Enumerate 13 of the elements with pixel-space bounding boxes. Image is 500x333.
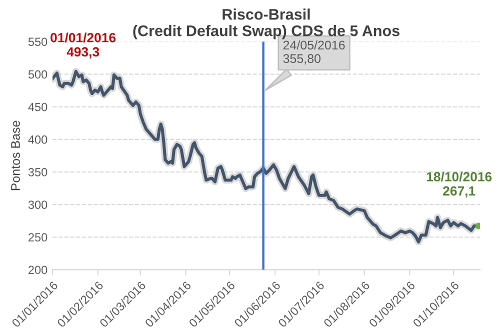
y-tick-label: 300: [28, 200, 48, 209]
y-tick-label: 250: [28, 233, 48, 242]
annotation: 01/01/2016 493,3: [50, 32, 116, 58]
y-tick-label: 350: [28, 168, 48, 176]
y-tick-label: 500: [28, 70, 48, 79]
y-tick-label: 450: [28, 102, 48, 112]
chart-title: Risco-Brasil (Credit Default Swap) CDS de 5 Anos: [133, 8, 400, 40]
ref-line-label: 24/05/2016 355,80: [283, 40, 345, 64]
y-tick-label: 400: [28, 135, 48, 144]
y-tick-label: 550: [28, 38, 48, 46]
annotation: 18/10/2016 267,1: [426, 172, 492, 198]
y-axis-title: Pontos Base: [11, 120, 20, 190]
y-tick-label: 200: [28, 266, 48, 274]
